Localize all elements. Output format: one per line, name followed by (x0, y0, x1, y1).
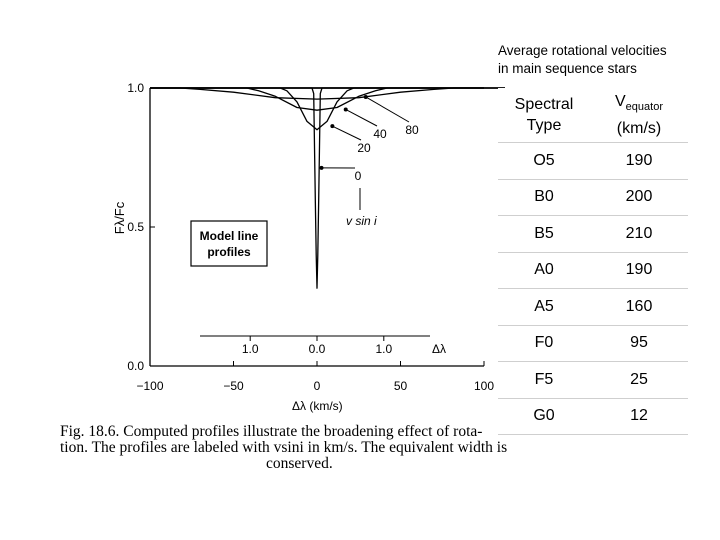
velocity-cell: 190 (590, 252, 688, 289)
x-tick-label: −50 (223, 379, 244, 393)
caption-line-2: tion. The profiles are labeled with vsin… (60, 439, 508, 456)
header-velocity: Vequator (km/s) (590, 88, 688, 143)
y-tick-label: 1.0 (127, 81, 144, 95)
header-velocity-sub: equator (625, 101, 663, 114)
table-row: F0 95 (498, 325, 688, 362)
arrow-head (363, 94, 368, 99)
inner-tick-label: 1.0 (375, 342, 392, 356)
table-row: A0 190 (498, 252, 688, 289)
table-row: B0 200 (498, 179, 688, 216)
spectral-type-cell: O5 (498, 142, 590, 180)
rotation-annotation: Average rotational velocities in main se… (498, 42, 667, 78)
annotation-line-2: in main sequence stars (498, 61, 637, 76)
inner-axis-ticks: 1.0 0.0 1.0 (242, 336, 392, 356)
inner-axis-label: Δλ (432, 342, 446, 356)
header-spectral-line2: Type (526, 117, 562, 134)
header-velocity-symbol: V (615, 92, 626, 110)
profile-curve-80 (150, 87, 484, 100)
spectral-type-cell: F0 (498, 325, 590, 362)
caption-line-1: Fig. 18.6. Computed profiles illustrate … (60, 423, 483, 440)
legend-box-line1: Model line (200, 229, 259, 243)
x-axis-label: Δλ (km/s) (292, 399, 343, 413)
spectral-type-cell: B0 (498, 179, 590, 216)
profile-curves (150, 87, 484, 289)
profile-curve-40 (150, 87, 484, 111)
velocity-cell: 210 (590, 215, 688, 253)
table-row: B5 210 (498, 215, 688, 253)
x-tick-labels: −100 −50 0 50 100 (136, 361, 494, 393)
x-tick-label: 50 (394, 379, 408, 393)
arrow-head (330, 124, 335, 129)
arrow-head (343, 107, 348, 112)
rotational-velocity-table: Spectral Type Vequator (km/s) O5 190 B0 200… (498, 88, 688, 435)
table-body: O5 190 B0 200 B5 210 A0 190 A5 160 F0 95 F5 25 G0 12 (498, 142, 688, 435)
velocity-cell: 95 (590, 325, 688, 362)
profile-curve-20 (150, 87, 484, 131)
figure-caption: Fig. 18.6. Computed profiles illustrate … (60, 424, 560, 472)
velocity-cell: 190 (590, 142, 688, 180)
header-velocity-unit: (km/s) (616, 120, 662, 138)
x-tick-label: 100 (474, 379, 494, 393)
inner-tick-label: 1.0 (242, 342, 259, 356)
spectral-type-cell: F5 (498, 361, 590, 399)
caption-line-3: conserved. (266, 455, 333, 472)
spectral-type-cell: B5 (498, 215, 590, 253)
curve-arrow-20 (332, 125, 362, 141)
vsini-label: v sin i (346, 214, 377, 228)
table-row: O5 190 (498, 142, 688, 180)
curve-label-40: 40 (373, 127, 387, 141)
velocity-cell: 12 (590, 398, 688, 435)
y-axis-label: Fλ/Fc (112, 201, 127, 234)
legend-box-line2: profiles (207, 245, 251, 259)
table-row: F5 25 (498, 361, 688, 399)
header-spectral-line1: Spectral (514, 96, 574, 113)
annotation-line-1: Average rotational velocities (498, 43, 667, 58)
table-header-row: Spectral Type Vequator (km/s) (498, 88, 688, 143)
x-tick-label: −100 (136, 379, 163, 393)
table-row: A5 160 (498, 288, 688, 326)
velocity-cell: 160 (590, 288, 688, 326)
header-spectral-type: Spectral Type (498, 88, 590, 143)
spectral-type-cell: G0 (498, 398, 590, 435)
table-row: G0 12 (498, 398, 688, 435)
inner-tick-label: 0.0 (309, 342, 326, 356)
arrow-head (319, 165, 324, 170)
curve-arrow-40 (345, 109, 378, 127)
x-tick-label: 0 (314, 379, 321, 393)
curve-label-20: 20 (357, 141, 371, 155)
velocity-cell: 200 (590, 179, 688, 216)
curve-label-80: 80 (405, 123, 419, 137)
profile-curve-0 (150, 87, 484, 289)
y-tick-labels: 0.0 0.5 1.0 (127, 81, 155, 373)
y-tick-label: 0.0 (127, 359, 144, 373)
y-tick-label: 0.5 (127, 220, 144, 234)
spectral-type-cell: A0 (498, 252, 590, 289)
model-line-profiles-box (190, 220, 268, 267)
curve-label-0: 0 (355, 169, 362, 183)
spectral-type-cell: A5 (498, 288, 590, 326)
curve-arrow-80 (365, 96, 410, 123)
velocity-cell: 25 (590, 361, 688, 399)
